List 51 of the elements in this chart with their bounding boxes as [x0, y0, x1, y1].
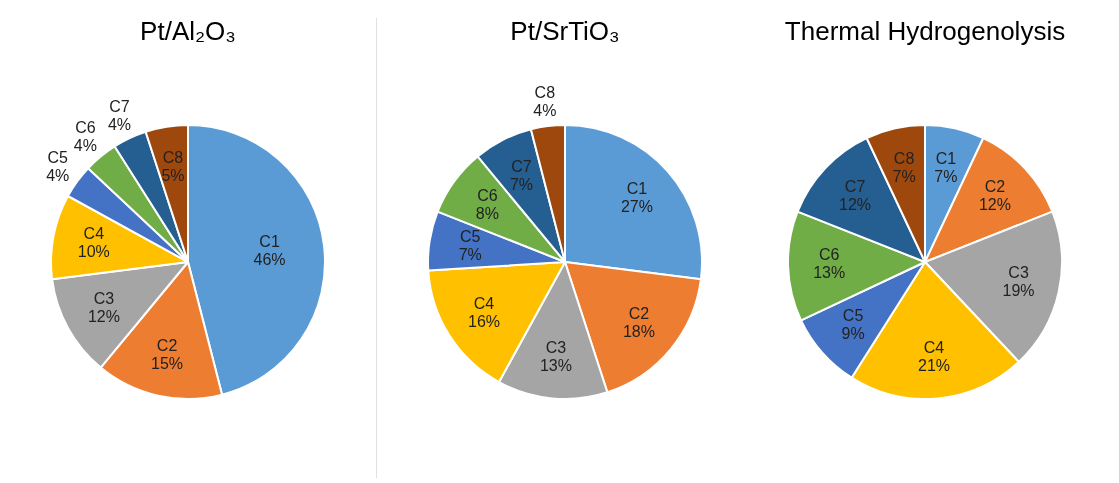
slice-label: C8	[162, 148, 184, 166]
data-label: 27%	[620, 197, 653, 215]
slice-label: C5	[460, 228, 481, 246]
data-label: 5%	[161, 166, 185, 184]
data-label: 4%	[107, 115, 132, 133]
slice-label: C5	[842, 306, 864, 324]
slice-label: C2	[156, 337, 178, 354]
data-label: 12%	[978, 195, 1011, 213]
data-label: 7%	[934, 167, 958, 185]
data-label: 9%	[841, 324, 865, 342]
chart-title: Pt/Al₂O₃	[140, 16, 236, 48]
data-label: 18%	[622, 322, 655, 340]
slice-label: C7	[109, 97, 130, 115]
slice-label: C6	[818, 246, 840, 264]
slice-label: C2	[628, 304, 650, 322]
data-label: 4%	[46, 166, 70, 184]
slice-label: C1	[259, 233, 280, 251]
data-label: 21%	[918, 356, 951, 374]
data-label: 10%	[77, 243, 110, 261]
slice-label: C2	[984, 177, 1006, 195]
slice-label: C3	[545, 338, 567, 356]
slice-label: C1	[626, 179, 648, 197]
slice-label: C8	[893, 149, 915, 167]
slice-label: C1	[935, 149, 957, 167]
data-label: 4%	[73, 137, 97, 155]
data-label: 7%	[892, 167, 916, 185]
data-label: 12%	[87, 307, 120, 325]
slice-label: C5	[47, 148, 69, 166]
slice-label: C7	[511, 157, 532, 175]
data-label: 13%	[539, 356, 572, 374]
slice-label: C4	[473, 294, 495, 312]
data-label: 8%	[475, 205, 499, 223]
slice-label: C3	[93, 289, 115, 307]
data-label: 19%	[1002, 282, 1035, 300]
slice-label: C8	[534, 83, 556, 101]
data-label: 15%	[151, 355, 184, 372]
data-label: 46%	[253, 251, 286, 269]
slice-label: C6	[75, 119, 96, 137]
data-label: 7%	[458, 246, 482, 264]
chart-title: Thermal Hydrogenolysis	[784, 16, 1066, 48]
chart-title: Pt/SrTiO₃	[510, 16, 620, 48]
slice-label: C4	[923, 338, 945, 356]
slice-label: C6	[477, 187, 498, 205]
data-label: 13%	[813, 264, 846, 282]
slice-label: C3	[1008, 264, 1029, 282]
slice-label: C7	[844, 177, 866, 195]
data-label: 4%	[533, 101, 557, 119]
slice-label: C4	[83, 225, 105, 243]
data-label: 7%	[509, 175, 534, 193]
data-label: 12%	[839, 195, 872, 213]
data-label: 16%	[468, 312, 501, 330]
